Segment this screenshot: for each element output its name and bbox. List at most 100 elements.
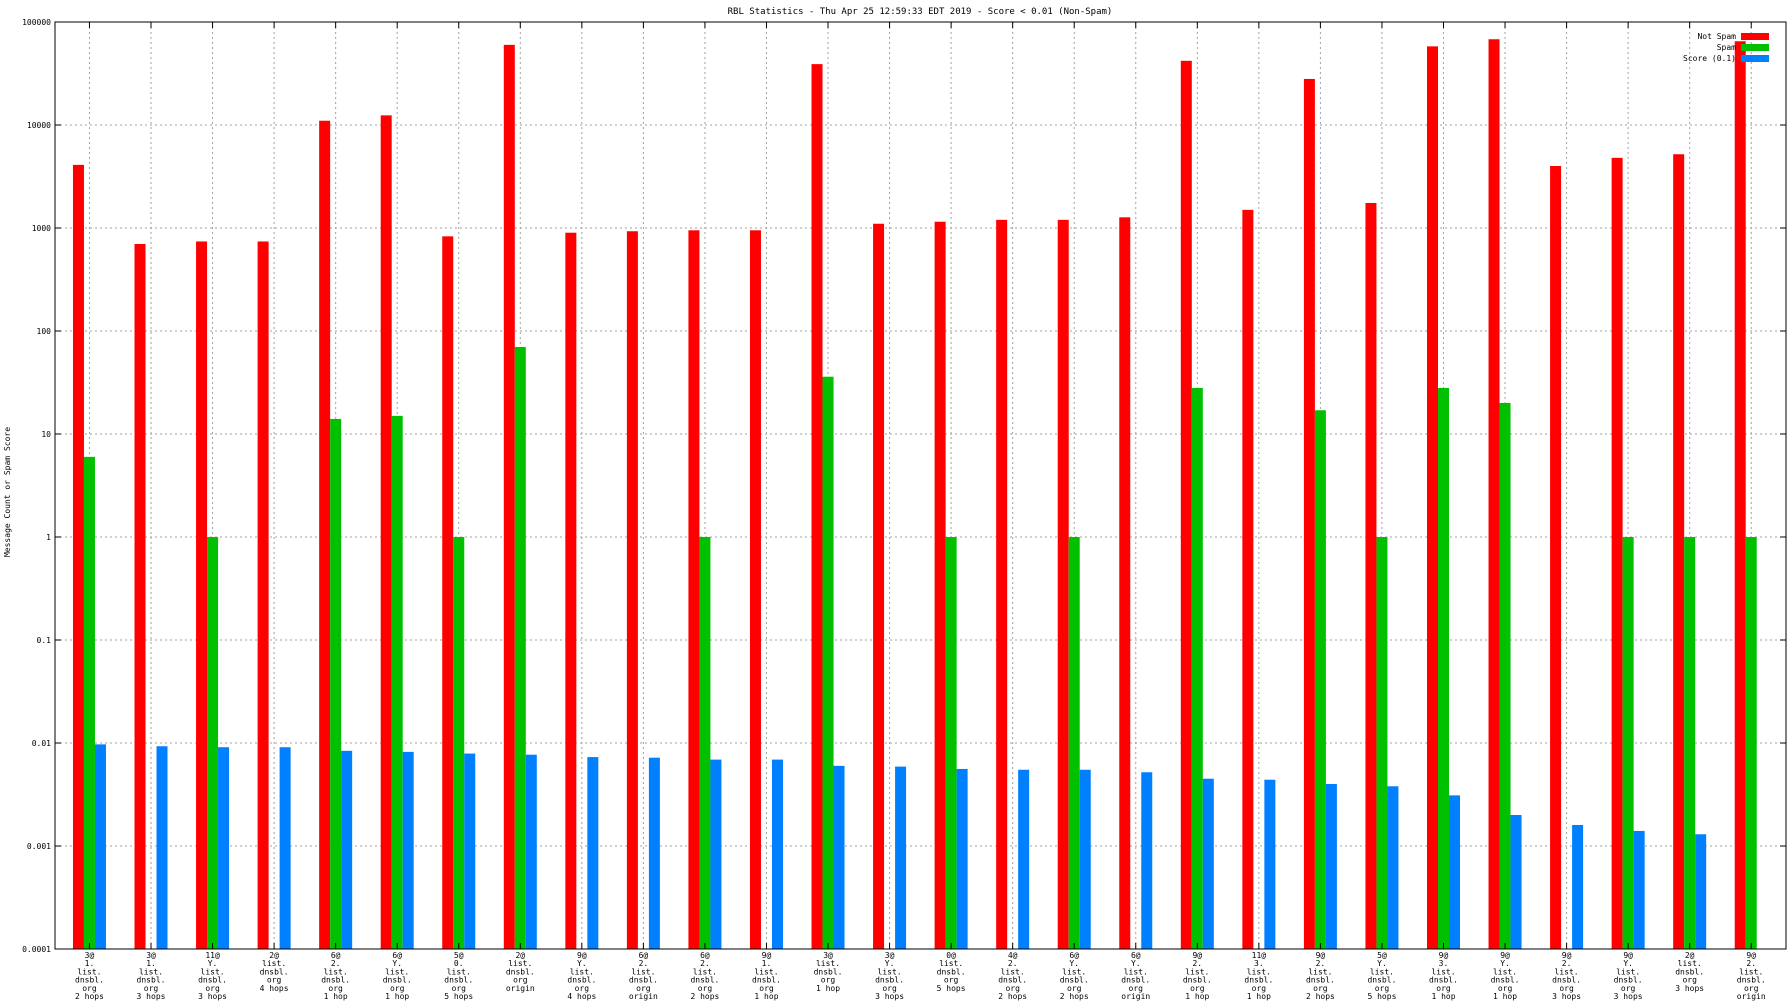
bar-score-0-1 bbox=[1141, 772, 1153, 949]
y-tick-label: 10 bbox=[41, 430, 51, 439]
x-tick-label: 2@ list. dnsbl. org 4 hops bbox=[260, 951, 289, 993]
bar-not-spam bbox=[1426, 46, 1438, 949]
x-tick-label: 11@ 3. list. dnsbl. org 1 hop bbox=[1244, 951, 1273, 1001]
bar-score-0-1 bbox=[1264, 779, 1276, 949]
gridlines bbox=[55, 22, 1786, 949]
y-tick-label: 0.01 bbox=[32, 739, 51, 748]
x-tick-label: 6@ 2. list. dnsbl. org 1 hop bbox=[321, 951, 350, 1001]
bar-not-spam bbox=[1550, 165, 1562, 950]
bar-not-spam bbox=[1365, 202, 1377, 949]
bar-not-spam bbox=[1057, 219, 1069, 949]
bar-score-0-1 bbox=[710, 759, 722, 949]
x-tick-label: 0@ list. dnsbl. org 5 hops bbox=[937, 951, 966, 993]
x-tick-label: 9@ 2. list. dnsbl. org origin bbox=[1737, 951, 1766, 1001]
legend-swatch bbox=[1741, 33, 1769, 40]
bar-score-0-1 bbox=[218, 747, 230, 949]
bar-spam bbox=[1068, 537, 1080, 949]
x-tick-label: 3@ 1. list. dnsbl. org 2 hops bbox=[75, 951, 104, 1001]
x-tick-label: 9@ Y. list. dnsbl. org 3 hops bbox=[1614, 951, 1643, 1001]
bar-spam bbox=[1437, 387, 1449, 949]
bar-spam bbox=[822, 376, 834, 950]
bar-not-spam bbox=[503, 44, 515, 950]
bar-not-spam bbox=[1303, 78, 1315, 949]
bar-not-spam bbox=[1180, 60, 1192, 950]
bar-spam bbox=[1684, 537, 1696, 949]
x-tick-label: 9@ Y. list. dnsbl. org 4 hops bbox=[567, 951, 596, 1001]
bar-not-spam bbox=[196, 241, 208, 950]
bar-score-0-1 bbox=[833, 765, 845, 949]
x-tick-label: 6@ Y. list. dnsbl. org origin bbox=[1121, 951, 1150, 1001]
y-tick-label: 1 bbox=[46, 533, 51, 542]
legend-label: Not Spam bbox=[1697, 32, 1736, 41]
bar-not-spam bbox=[134, 243, 146, 949]
bar-score-0-1 bbox=[402, 751, 414, 949]
bar-not-spam bbox=[749, 230, 761, 950]
bar-score-0-1 bbox=[1448, 795, 1460, 949]
legend-swatch bbox=[1741, 55, 1769, 62]
bar-score-0-1 bbox=[156, 746, 168, 949]
x-tick-label: 5@ 0. list. dnsbl. org 5 hops bbox=[444, 951, 473, 1001]
bar-not-spam bbox=[1611, 157, 1623, 949]
bar-spam bbox=[514, 346, 526, 949]
bar-spam bbox=[330, 418, 342, 949]
bar-score-0-1 bbox=[525, 754, 537, 949]
bar-spam bbox=[945, 537, 957, 949]
y-tick-label: 0.001 bbox=[27, 842, 51, 851]
y-tick-label: 100000 bbox=[22, 18, 51, 27]
bar-score-0-1 bbox=[1633, 830, 1645, 949]
y-tick-label: 0.1 bbox=[37, 636, 52, 645]
bar-score-0-1 bbox=[1079, 769, 1091, 949]
bar-not-spam bbox=[1673, 154, 1685, 950]
bar-score-0-1 bbox=[94, 744, 106, 949]
bar-score-0-1 bbox=[587, 757, 599, 949]
bar-not-spam bbox=[1734, 41, 1746, 950]
bar-not-spam bbox=[811, 64, 823, 949]
y-axis-ticks: 0.0001 0.001 0.01 0.1 1 10 100 1000 10000 100000 bbox=[22, 18, 1786, 954]
y-axis-label: Message Count or Spam Score bbox=[3, 427, 12, 557]
bar-not-spam bbox=[1119, 217, 1131, 949]
bar-not-spam bbox=[996, 219, 1008, 949]
x-tick-label: 9@ 1. list. dnsbl. org 1 hop bbox=[752, 951, 781, 1001]
legend-swatch bbox=[1741, 44, 1769, 51]
bar-score-0-1 bbox=[771, 759, 783, 949]
y-tick-label: 1000 bbox=[32, 224, 51, 233]
bar-spam bbox=[391, 415, 403, 949]
bar-not-spam bbox=[934, 221, 946, 950]
plot-frame bbox=[54, 21, 1787, 950]
bar-not-spam bbox=[688, 230, 700, 950]
bar-spam bbox=[1499, 402, 1511, 949]
bar-score-0-1 bbox=[1510, 814, 1522, 949]
x-tick-label: 11@ Y. list. dnsbl. org 3 hops bbox=[198, 951, 227, 1001]
bar-score-0-1 bbox=[648, 757, 660, 949]
x-tick-label: 3@ list. dnsbl. org 1 hop bbox=[814, 951, 843, 993]
bar-spam bbox=[699, 537, 711, 949]
legend-label: Score (0.1) bbox=[1683, 54, 1736, 63]
bar-spam bbox=[453, 537, 465, 949]
x-tick-label: 4@ 2. list. dnsbl. org 2 hops bbox=[998, 951, 1027, 1001]
bar-not-spam bbox=[319, 120, 331, 949]
x-tick-label: 9@ 2. list. dnsbl. org 3 hops bbox=[1552, 951, 1581, 1001]
x-tick-label: 9@ Y. list. dnsbl. org 1 hop bbox=[1491, 951, 1520, 1001]
bar-not-spam bbox=[873, 223, 885, 949]
y-tick-label: 0.0001 bbox=[22, 945, 51, 954]
bar-not-spam bbox=[1242, 209, 1254, 949]
x-tick-label: 6@ Y. list. dnsbl. org 1 hop bbox=[383, 951, 412, 1001]
bar-not-spam bbox=[380, 115, 392, 949]
bar-score-0-1 bbox=[956, 768, 968, 949]
bar-not-spam bbox=[442, 236, 454, 949]
bar-score-0-1 bbox=[1202, 778, 1214, 949]
x-tick-label: 9@ 2. list. dnsbl. org 1 hop bbox=[1183, 951, 1212, 1001]
x-tick-label: 6@ 2. list. dnsbl. org 2 hops bbox=[690, 951, 719, 1001]
x-tick-label: 9@ 2. list. dnsbl. org 2 hops bbox=[1306, 951, 1335, 1001]
y-tick-label: 10000 bbox=[27, 121, 51, 130]
bar-spam bbox=[83, 456, 95, 949]
x-tick-label: 6@ 2. list. dnsbl. org origin bbox=[629, 951, 658, 1001]
x-tick-label: 6@ Y. list. dnsbl. org 2 hops bbox=[1060, 951, 1089, 1001]
legend-label: Spam bbox=[1717, 43, 1736, 52]
x-tick-label: 3@ Y. list. dnsbl. org 3 hops bbox=[875, 951, 904, 1001]
bar-score-0-1 bbox=[1572, 824, 1584, 949]
bar-spam bbox=[1376, 537, 1388, 949]
bar-spam bbox=[1191, 387, 1203, 949]
